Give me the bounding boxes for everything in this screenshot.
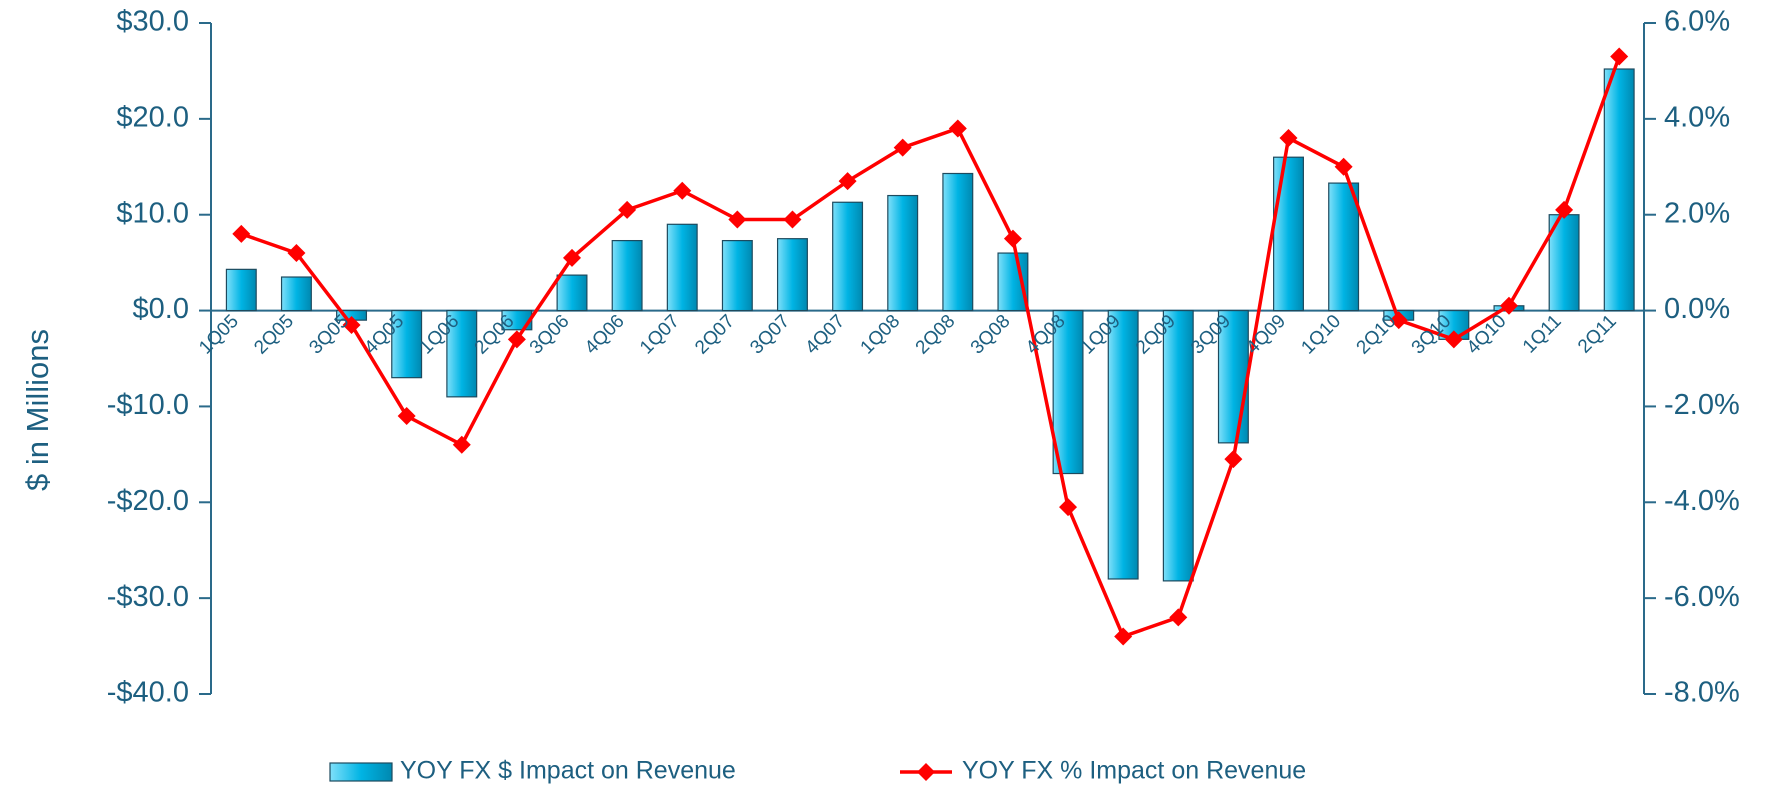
bar xyxy=(1052,309,1084,475)
marker xyxy=(728,210,747,229)
marker xyxy=(1224,450,1243,469)
bar xyxy=(776,238,808,312)
bar xyxy=(832,201,864,312)
x-tick-label: 4Q07 xyxy=(801,311,849,359)
x-tick-label: 2Q11 xyxy=(1574,311,1621,358)
bar xyxy=(556,274,588,312)
bar xyxy=(1548,214,1580,312)
bar xyxy=(1603,68,1635,312)
bar xyxy=(280,276,312,312)
bar xyxy=(391,309,423,379)
y-tick-label: -$20.0 xyxy=(107,485,189,517)
bar xyxy=(1162,309,1194,582)
bar xyxy=(1273,156,1304,312)
marker xyxy=(1499,296,1518,315)
y2-tick-label: -6.0% xyxy=(1664,581,1740,613)
line xyxy=(240,55,1621,639)
marker xyxy=(342,315,361,334)
bar xyxy=(1217,309,1249,444)
marker xyxy=(948,119,967,138)
marker xyxy=(893,138,912,157)
marker xyxy=(232,224,251,243)
bar xyxy=(446,309,478,398)
y2-tick-label: -4.0% xyxy=(1664,485,1740,517)
bar xyxy=(225,268,257,312)
x-tick-label: 1Q08 xyxy=(857,311,905,359)
x-tick-label: 2Q05 xyxy=(250,311,298,359)
y-axis-title: $ in Millions xyxy=(20,329,55,491)
marker xyxy=(507,330,526,349)
marker xyxy=(1169,608,1188,627)
bar xyxy=(1107,309,1139,580)
x-tick-label: 1Q07 xyxy=(636,311,684,359)
marker xyxy=(1114,627,1133,646)
marker xyxy=(1279,129,1298,148)
marker xyxy=(1059,498,1078,517)
y2-tick-label: -2.0% xyxy=(1664,389,1740,421)
bar xyxy=(887,194,919,312)
y-tick-label: -$10.0 xyxy=(107,389,189,421)
y-tick-label: -$40.0 xyxy=(107,677,189,709)
y-tick-label: $30.0 xyxy=(116,6,189,38)
x-tick-label: 3Q07 xyxy=(746,311,794,359)
x-tick-label: 1Q10 xyxy=(1297,311,1345,359)
y-tick-label: $10.0 xyxy=(116,197,189,229)
legend-marker xyxy=(917,763,935,781)
y2-tick-label: 0.0% xyxy=(1664,293,1730,325)
marker xyxy=(1334,157,1353,176)
marker xyxy=(1555,200,1574,219)
x-tick-label: 2Q07 xyxy=(691,311,739,359)
marker xyxy=(838,172,857,191)
bar xyxy=(1328,182,1360,312)
legend-label: YOY FX $ Impact on Revenue xyxy=(400,757,736,785)
y2-tick-label: -8.0% xyxy=(1664,677,1740,709)
legend-label: YOY FX % Impact on Revenue xyxy=(962,757,1306,785)
y2-tick-label: 6.0% xyxy=(1664,6,1730,38)
y-tick-label: -$30.0 xyxy=(107,581,189,613)
marker xyxy=(563,248,582,267)
marker xyxy=(1389,311,1408,330)
marker xyxy=(1444,330,1463,349)
marker xyxy=(287,244,306,263)
marker xyxy=(673,181,692,200)
marker xyxy=(1003,229,1022,248)
x-tick-label: 2Q08 xyxy=(912,311,960,359)
y2-tick-label: 2.0% xyxy=(1664,197,1730,229)
marker xyxy=(452,435,471,454)
bar xyxy=(942,172,974,312)
x-tick-label: 1Q05 xyxy=(195,311,243,359)
bar xyxy=(666,223,698,312)
marker xyxy=(783,210,802,229)
legend-swatch xyxy=(329,762,393,782)
marker xyxy=(1610,47,1629,66)
y-tick-label: $0.0 xyxy=(133,293,189,325)
marker xyxy=(397,407,416,426)
y-tick-label: $20.0 xyxy=(116,102,189,134)
y2-tick-label: 4.0% xyxy=(1664,102,1730,134)
x-tick-label: 4Q09 xyxy=(1242,311,1290,359)
bar xyxy=(721,239,753,312)
x-tick-label: 3Q08 xyxy=(967,311,1015,359)
x-tick-label: 4Q06 xyxy=(581,311,629,359)
x-tick-label: 1Q11 xyxy=(1519,311,1566,358)
marker xyxy=(618,200,637,219)
bar xyxy=(611,239,643,312)
